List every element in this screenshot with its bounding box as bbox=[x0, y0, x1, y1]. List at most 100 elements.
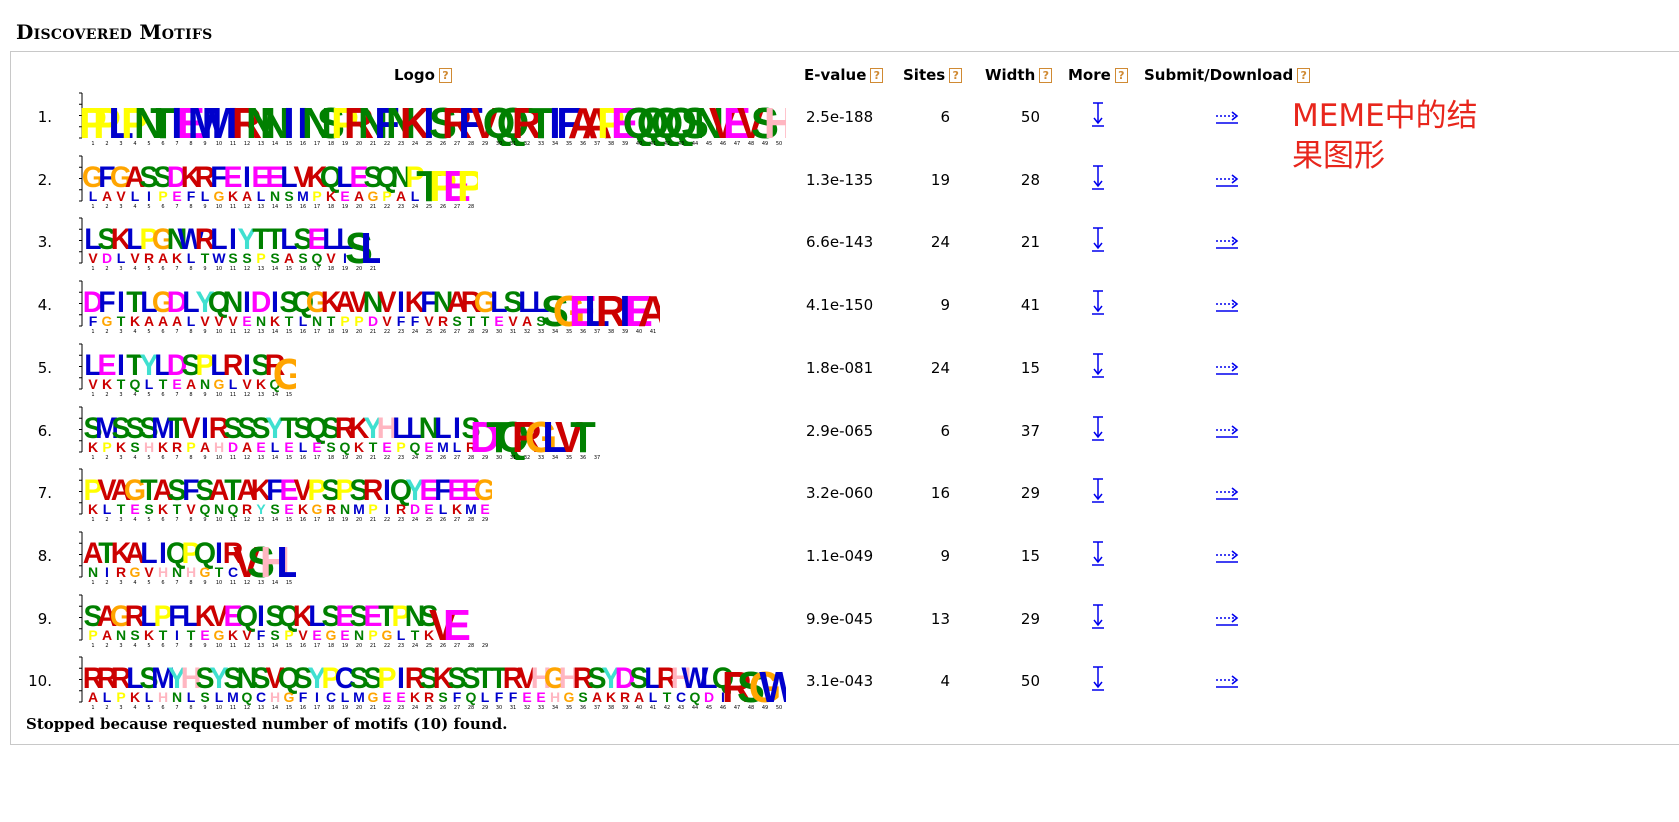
logo-letter: S bbox=[247, 538, 275, 585]
sequence-logo[interactable]: GL1FA2GV3AL4SI5SP6DE7KF8RL9FG10EK11IA12E… bbox=[74, 153, 478, 209]
logo-letter: E bbox=[443, 162, 471, 209]
logo-position-number: 9 bbox=[203, 329, 206, 334]
logo-position-number: 12 bbox=[244, 517, 250, 522]
logo-letter: T bbox=[266, 224, 284, 257]
logo-letter: E bbox=[480, 501, 489, 517]
logo-letter: S bbox=[503, 286, 522, 319]
logo-letter: L bbox=[299, 439, 308, 455]
submit-download-button[interactable] bbox=[1214, 355, 1240, 379]
logo-position-number: 28 bbox=[468, 329, 474, 334]
more-button[interactable] bbox=[1088, 414, 1108, 442]
logo-letter: V bbox=[293, 161, 312, 194]
help-icon[interactable]: ? bbox=[1297, 67, 1311, 83]
submit-download-button[interactable] bbox=[1214, 480, 1240, 504]
logo-position-number: 48 bbox=[748, 141, 754, 146]
sequence-logo[interactable]: PK1VL2AT3GE4TS5AK6ST7FV8SQ9AN10TQ11AR12K… bbox=[74, 466, 492, 522]
motif-row: 4. 4.1e-150 9 41 D F 1 F G 2 I T 3 T K 4 L A 5 G A 6 D A 7 L L 8 Y V 9… bbox=[0, 276, 1300, 336]
motif-sites: 9 bbox=[940, 296, 950, 315]
logo-letter: N bbox=[260, 99, 290, 146]
logo-position-number: 13 bbox=[258, 141, 264, 146]
more-button[interactable] bbox=[1088, 288, 1108, 316]
annotation-line-2: 果图形 bbox=[1292, 138, 1385, 174]
logo-letter: T bbox=[252, 224, 270, 257]
logo-letter: E bbox=[172, 376, 181, 392]
sequence-logo[interactable]: SP1AA2GN3RS4LK5PT6FI7LT8KE9VG10EK11QV12I… bbox=[74, 592, 492, 648]
logo-position-number: 35 bbox=[566, 455, 572, 460]
logo-letter: K bbox=[158, 501, 168, 517]
logo-position-number: 24 bbox=[412, 141, 418, 146]
logo-letter: L bbox=[187, 689, 196, 705]
logo-letter: Q bbox=[651, 99, 684, 146]
logo-position-number: 38 bbox=[608, 141, 614, 146]
logo-letter: R bbox=[442, 99, 472, 146]
logo-position-number: 11 bbox=[230, 580, 236, 585]
logo-letter: K bbox=[111, 224, 132, 257]
logo-letter: V bbox=[326, 250, 336, 266]
logo-position-number: 41 bbox=[650, 705, 656, 710]
more-button[interactable] bbox=[1088, 225, 1108, 253]
logo-letter: R bbox=[326, 501, 336, 517]
sequence-logo[interactable]: LV1EK2IT3TQ4YL5LT6DE7SA8PN9LG10RL11IV12S… bbox=[74, 341, 296, 397]
more-button[interactable] bbox=[1088, 351, 1108, 379]
logo-letter: E bbox=[340, 188, 349, 204]
logo-letter: C bbox=[326, 689, 336, 705]
more-button[interactable] bbox=[1088, 476, 1108, 504]
logo-position-number: 23 bbox=[398, 705, 404, 710]
more-button[interactable] bbox=[1088, 664, 1108, 692]
help-icon[interactable]: ? bbox=[949, 67, 963, 83]
submit-download-button[interactable] bbox=[1214, 543, 1240, 567]
logo-letter: N bbox=[270, 188, 280, 204]
help-icon[interactable]: ? bbox=[870, 67, 884, 83]
logo-letter: S bbox=[83, 600, 102, 633]
logo-position-number: 41 bbox=[650, 141, 656, 146]
logo-position-number: 15 bbox=[286, 266, 292, 271]
help-icon[interactable]: ? bbox=[1114, 67, 1128, 83]
logo-position-number: 10 bbox=[216, 580, 222, 585]
more-button[interactable] bbox=[1088, 100, 1108, 128]
sequence-logo[interactable]: RA1RL2RP3LK4SL5MH6YN7HL8SS9YL10SM11NQ12S… bbox=[74, 654, 786, 710]
submit-download-button[interactable] bbox=[1214, 668, 1240, 692]
logo-letter: G bbox=[130, 564, 141, 580]
submit-download-button[interactable] bbox=[1214, 292, 1240, 316]
logo-letter: E bbox=[611, 99, 639, 146]
logo-letter: Q bbox=[410, 439, 421, 455]
help-icon[interactable]: ? bbox=[438, 67, 452, 83]
logo-letter: L bbox=[201, 188, 210, 204]
logo-letter: K bbox=[88, 501, 98, 517]
logo-letter: K bbox=[88, 439, 98, 455]
logo-letter: G bbox=[474, 475, 492, 508]
logo-letter: E bbox=[172, 188, 181, 204]
help-icon[interactable]: ? bbox=[1039, 67, 1053, 83]
submit-download-button[interactable] bbox=[1214, 104, 1240, 128]
sequence-logo[interactable]: SK1MP2SK3SS4SH5MK6TR7VP8IA9RH10SD11SA12S… bbox=[74, 404, 604, 460]
submit-download-button[interactable] bbox=[1214, 229, 1240, 253]
sequence-logo[interactable]: DF1FG2IT3TK4LA5GA6DA7LL8YV9QV10NV11IE12D… bbox=[74, 278, 660, 334]
logo-position-number: 2 bbox=[105, 705, 108, 710]
logo-letter: K bbox=[321, 286, 342, 319]
motif-number: 3. bbox=[37, 233, 52, 252]
submit-download-button[interactable] bbox=[1214, 167, 1240, 191]
logo-letter: K bbox=[102, 376, 112, 392]
logo-letter: E bbox=[200, 627, 209, 643]
logo-position-number: 31 bbox=[510, 705, 516, 710]
logo-letter: R bbox=[83, 663, 104, 696]
submit-download-button[interactable] bbox=[1214, 606, 1240, 630]
logo-position-number: 7 bbox=[175, 455, 178, 460]
submit-download-button[interactable] bbox=[1214, 418, 1240, 442]
sequence-logo[interactable]: AN1TI2KR3AG4LV5IH6QN7PH8QG9IT10RC11V12S1… bbox=[74, 529, 296, 585]
logo-letter: P bbox=[405, 161, 424, 194]
logo-position-number: 13 bbox=[258, 643, 264, 648]
logo-letter: W bbox=[682, 663, 709, 696]
logo-position-number: 2 bbox=[105, 455, 108, 460]
logo-position-number: 44 bbox=[692, 705, 698, 710]
more-button[interactable] bbox=[1088, 163, 1108, 191]
more-button[interactable] bbox=[1088, 602, 1108, 630]
logo-position-number: 27 bbox=[454, 705, 460, 710]
logo-position-number: 26 bbox=[440, 705, 446, 710]
logo-letter: L bbox=[532, 286, 549, 319]
motif-sites: 9 bbox=[940, 546, 950, 565]
logo-letter: R bbox=[596, 287, 626, 334]
sequence-logo[interactable]: LV1SD2KL3LV4PR5GA6NK7WL8RT9LW10IS11YS12T… bbox=[74, 215, 380, 271]
more-button[interactable] bbox=[1088, 539, 1108, 567]
